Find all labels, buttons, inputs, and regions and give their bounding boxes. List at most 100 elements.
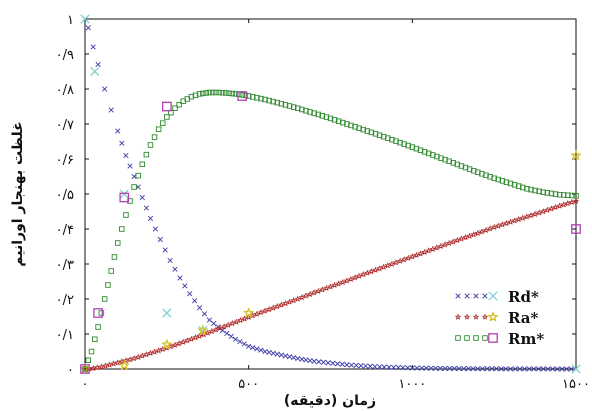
series-ra-model-point-shape <box>98 363 105 370</box>
y-tick-label: ۰/۶ <box>56 153 74 168</box>
series-ra-model-point <box>237 316 244 324</box>
series-ra-model-point-shape <box>278 301 285 308</box>
legend-rm-model-swatch-box <box>464 335 470 341</box>
series-rm-model-point <box>524 185 530 192</box>
series-rd-model-point <box>295 355 301 362</box>
x-tick-label: ۱۰۰۰ <box>398 377 426 392</box>
series-rm-model-point <box>413 145 420 152</box>
series-rm-model-point <box>458 163 465 169</box>
series-rm-model-point-box <box>223 90 229 96</box>
series-rd-model-point <box>339 361 345 367</box>
series-rd-model-point-stroke <box>162 247 168 253</box>
series-rd-model-point-stroke <box>386 364 392 370</box>
series-rd-model-point <box>451 365 458 372</box>
series-rm-model-point <box>127 198 133 204</box>
series-rm-model-point-box <box>319 113 326 119</box>
series-ra-model-point-shape <box>134 353 142 361</box>
series-ra-model-point <box>523 213 531 220</box>
series-rd-model-point-stroke <box>348 362 355 368</box>
series-ra-model-point-shape <box>310 289 318 296</box>
series-rd-model-point <box>512 366 518 372</box>
series-ra-experimental-point <box>197 324 209 336</box>
series-rd-model-point <box>409 365 415 371</box>
series-rm-model-point <box>573 192 579 199</box>
series-ra-model-point-shape <box>89 364 97 372</box>
series-rd-model-point-stroke <box>250 344 256 351</box>
series-ra-model-point-shape <box>462 233 469 241</box>
series-rd-model-point-stroke <box>545 366 551 372</box>
series-rd-model-point <box>447 365 453 372</box>
series-rd-model-point-stroke <box>224 330 230 337</box>
series-rm-model-point-box <box>172 105 178 111</box>
series-rm-experimental-point <box>161 101 172 112</box>
series-rm-model-point-box <box>548 190 555 197</box>
series-rd-model-point <box>423 365 429 371</box>
series-rm-model-point <box>417 147 424 153</box>
series-rd-model-point <box>320 359 327 365</box>
series-rd-model-point-stroke <box>187 291 193 297</box>
series-ra-model-point <box>282 299 289 307</box>
series-rd-model-point-stroke <box>143 205 149 211</box>
series-ra-model-point <box>400 256 408 263</box>
series-rd-model-point <box>330 360 336 366</box>
series-rd-model-point-stroke <box>381 364 387 370</box>
legend-ra-experimental-swatch <box>487 311 499 322</box>
series-ra-model-point-shape <box>204 329 212 336</box>
series-rd-model-point-stroke <box>507 366 514 372</box>
series-rm-model-point <box>135 172 141 179</box>
series-ra-experimental-point-shape <box>118 359 130 371</box>
series-ra-model-point-shape <box>523 213 531 220</box>
series-rd-model-point-stroke <box>90 44 96 50</box>
series-rd-model-point-stroke <box>456 365 462 372</box>
series-rd-model-point <box>206 317 213 323</box>
series-ra-model-point <box>503 219 510 227</box>
series-rm-model-point <box>209 89 216 96</box>
series-ra-model-point <box>134 353 142 361</box>
series-ra-experimental-point-shape <box>161 338 173 350</box>
series-rm-model-point-box <box>131 184 137 190</box>
series-rd-model-point <box>358 363 364 369</box>
series-rd-model-point-stroke <box>291 355 297 361</box>
series-ra-model-point-shape <box>261 307 269 314</box>
series-rm-model-point-box <box>372 131 379 137</box>
series-rd-model-point <box>250 344 256 351</box>
legend-rm-model-swatch <box>455 335 461 341</box>
series-rd-model-point-stroke <box>437 365 444 372</box>
series-ra-model-point-shape <box>327 283 334 290</box>
series-rm-model-point <box>380 133 387 140</box>
legend-rd-model-swatch <box>455 293 461 299</box>
series-rd-model-point-stroke <box>270 350 276 356</box>
series-ra-model-point <box>130 355 138 362</box>
series-ra-model-point-shape <box>220 323 228 330</box>
series-ra-model-point-shape <box>208 327 216 335</box>
series-ra-model-point-shape <box>429 245 437 253</box>
series-rm-model-point-box <box>544 190 551 196</box>
series-rm-model-point <box>213 89 219 96</box>
series-rd-model-point <box>143 205 149 211</box>
series-rm-model-point <box>364 128 371 134</box>
series-rm-model-point-box <box>108 268 114 274</box>
series-ra-model-point-shape <box>548 205 555 212</box>
series-rm-model-point <box>470 167 477 174</box>
series-rd-model-point <box>395 364 401 371</box>
series-rd-model-point <box>391 364 397 370</box>
series-rm-model-point-box <box>560 192 567 198</box>
series-rm-model-point-box <box>573 192 579 199</box>
series-ra-model-point <box>490 223 498 231</box>
series-rm-experimental-point-box <box>237 91 247 101</box>
series-ra-model-point-shape <box>392 259 400 266</box>
series-ra-model-point <box>413 251 420 258</box>
series-rd-model-point-stroke <box>196 305 203 311</box>
series-ra-model-point <box>188 335 195 342</box>
series-rm-model-point <box>229 90 236 97</box>
series-rd-model-point-stroke <box>550 366 556 372</box>
series-rm-model-point <box>475 169 481 176</box>
series-ra-model-point <box>359 271 367 278</box>
series-rm-model-point <box>385 135 391 141</box>
series-rm-model-point <box>335 118 342 124</box>
series-rd-model-point <box>108 107 114 113</box>
series-rd-model-point <box>299 356 305 362</box>
series-rm-model-point <box>101 296 108 302</box>
series-rd-model-point-stroke <box>526 366 532 372</box>
series-rm-model-point <box>368 129 375 136</box>
